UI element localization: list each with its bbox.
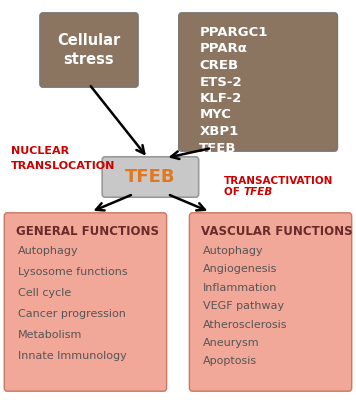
FancyBboxPatch shape <box>4 213 167 391</box>
Text: Inflammation: Inflammation <box>203 283 277 293</box>
Text: Cancer progression: Cancer progression <box>18 309 126 319</box>
FancyBboxPatch shape <box>40 13 138 87</box>
FancyBboxPatch shape <box>179 13 337 151</box>
Text: TRANSLOCATION: TRANSLOCATION <box>11 161 115 171</box>
Text: Innate Immunology: Innate Immunology <box>18 351 126 361</box>
Text: Cell cycle: Cell cycle <box>18 288 71 298</box>
Text: Cellular
stress: Cellular stress <box>57 33 121 67</box>
Text: VEGF pathway: VEGF pathway <box>203 301 284 311</box>
Text: OF: OF <box>224 187 244 197</box>
Text: TRANSACTIVATION: TRANSACTIVATION <box>224 176 334 186</box>
Text: TFEB: TFEB <box>125 168 176 186</box>
Text: Metabolism: Metabolism <box>18 330 82 340</box>
Text: Atherosclerosis: Atherosclerosis <box>203 320 287 330</box>
Text: VASCULAR FUNCTIONS: VASCULAR FUNCTIONS <box>201 225 353 238</box>
Text: Apoptosis: Apoptosis <box>203 356 257 366</box>
FancyBboxPatch shape <box>189 213 352 391</box>
Text: Lysosome functions: Lysosome functions <box>18 267 127 277</box>
Text: Aneurysm: Aneurysm <box>203 338 260 348</box>
Text: Autophagy: Autophagy <box>18 246 78 256</box>
Text: GENERAL FUNCTIONS: GENERAL FUNCTIONS <box>16 225 159 238</box>
Text: Angiogenesis: Angiogenesis <box>203 264 277 274</box>
Text: Autophagy: Autophagy <box>203 246 263 256</box>
Text: TFEB: TFEB <box>244 187 273 197</box>
FancyBboxPatch shape <box>102 157 199 197</box>
Text: NUCLEAR: NUCLEAR <box>11 146 69 156</box>
Text: PPARGC1
PPARα
CREB
ETS-2
KLF-2
MYC
XBP1
TFEB: PPARGC1 PPARα CREB ETS-2 KLF-2 MYC XBP1 … <box>199 26 268 154</box>
